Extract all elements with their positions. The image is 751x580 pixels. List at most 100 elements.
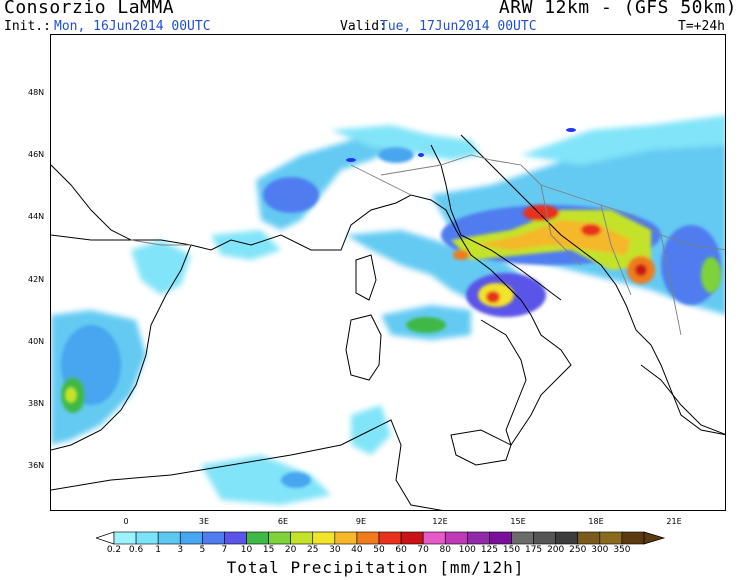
legend-swatch — [422, 531, 446, 545]
legend-tick-label: 40 — [351, 545, 363, 555]
coast-sicily — [450, 429, 512, 466]
lon-label-18e: 18E — [588, 517, 604, 526]
legend-swatch — [179, 531, 203, 545]
legend-tick-label: 250 — [569, 545, 587, 555]
precip-core-balkans-east — [701, 257, 721, 293]
precipitation-color-legend — [96, 531, 666, 545]
chart-title-left: Consorzio LaMMA — [4, 0, 175, 18]
legend-tick-label: 5 — [199, 545, 206, 555]
legend-tick-label: 1 — [155, 545, 162, 555]
coast-sardinia — [345, 314, 382, 381]
legend-swatch — [378, 531, 402, 545]
coast-france-atlantic — [51, 164, 192, 246]
lat-label-48n: 48N — [28, 88, 45, 97]
legend-tick-label: 20 — [284, 545, 297, 555]
precip-core-adriatic — [581, 224, 601, 236]
precip-core-iberia — [65, 387, 77, 403]
legend-swatch — [224, 531, 247, 545]
border-italy-north — [380, 154, 492, 176]
legend-swatch — [312, 531, 336, 545]
lon-label-9e: 9E — [355, 517, 367, 526]
lat-label-38n: 38N — [28, 399, 45, 408]
precip-cell-france — [263, 177, 319, 213]
border-france-switzerland — [350, 164, 412, 196]
lat-label-36n: 36N — [28, 461, 45, 470]
legend-swatch — [599, 531, 623, 545]
legend-swatch — [268, 531, 291, 545]
lake-balaton — [566, 128, 576, 132]
map-canvas — [51, 115, 725, 510]
legend-swatch — [489, 531, 512, 545]
legend-tick-label: 15 — [262, 545, 275, 555]
precip-area-alps — [331, 125, 481, 160]
legend-swatch — [135, 531, 159, 545]
legend-tick-label: 70 — [417, 545, 429, 555]
legend-tick-label: 25 — [307, 545, 319, 555]
legend-swatch — [621, 531, 645, 545]
lat-label-42n: 42N — [28, 275, 45, 284]
coast-adriatic-east — [460, 134, 725, 436]
legend-tick-label: 100 — [458, 545, 476, 555]
legend-tick-label: 300 — [591, 545, 609, 555]
precip-cell-africa — [281, 472, 311, 488]
precip-core-abruzzo — [453, 250, 469, 260]
lon-label-0: 0 — [123, 517, 129, 526]
border-balkans-inner — [540, 184, 682, 336]
init-label: Init.: — [4, 19, 51, 34]
precip-cell-sardinia-sea — [406, 317, 446, 333]
legend-arrow-low — [96, 531, 115, 545]
precip-core-italy-red — [486, 291, 500, 303]
legend-swatch — [356, 531, 380, 545]
legend-tick-label: 80 — [439, 545, 451, 555]
precipitation-map — [50, 34, 726, 511]
precip-cell-alps — [378, 147, 414, 163]
forecast-step: T=+24h — [678, 19, 725, 34]
legend-tick-label: 150 — [502, 545, 521, 555]
legend-swatch — [467, 531, 490, 545]
legend-tick-label: 0.6 — [128, 545, 144, 555]
borders — [130, 154, 725, 336]
coast-iberia — [51, 194, 572, 447]
legend-tick-label: 175 — [524, 545, 543, 555]
legend-tick-label: 3 — [177, 545, 184, 555]
lakes — [346, 128, 576, 162]
precip-heavy-layer — [65, 205, 721, 403]
legend-swatch — [555, 531, 579, 545]
legend-tick-label: 200 — [547, 545, 565, 555]
valid-label: Valid: — [340, 19, 387, 34]
precip-core-montenegro-inner — [635, 264, 647, 276]
precip-core-dalmatia — [523, 205, 559, 221]
legend-swatch — [290, 531, 314, 545]
lon-label-21e: 21E — [666, 517, 682, 526]
precip-area-balkans-north — [521, 115, 725, 165]
valid-time: Tue, 17Jun2014 00UTC — [380, 19, 537, 34]
legend-swatch — [511, 531, 534, 545]
legend-swatch — [400, 531, 424, 545]
init-time: Mon, 16Jun2014 00UTC — [54, 19, 211, 34]
border-spain-france — [130, 239, 191, 246]
lake-garda — [418, 153, 424, 157]
lon-label-12e: 12E — [432, 517, 448, 526]
lat-label-40n: 40N — [28, 337, 45, 346]
legend-swatch — [334, 531, 358, 545]
coast-corsica — [355, 254, 377, 301]
legend-swatch — [202, 531, 225, 545]
legend-swatch — [157, 531, 181, 545]
legend-swatch — [577, 531, 601, 545]
legend-arrow-high — [643, 531, 666, 545]
lat-label-44n: 44N — [28, 212, 45, 221]
legend-swatch — [113, 531, 137, 545]
coast-adriatic-west — [430, 144, 562, 301]
legend-tick-label: 10 — [240, 545, 253, 555]
legend-tick-label: 7 — [221, 545, 228, 555]
coast-greece — [640, 364, 725, 435]
precip-area-iberia-north — [131, 240, 191, 295]
lon-label-3e: 3E — [198, 517, 210, 526]
legend-tick-label: 125 — [480, 545, 498, 555]
precip-area-africa — [201, 455, 331, 505]
coastlines — [51, 134, 725, 510]
coast-north-africa — [51, 419, 443, 510]
lon-label-15e: 15E — [510, 517, 526, 526]
lon-label-6e: 6E — [277, 517, 289, 526]
legend-title: Total Precipitation [mm/12h] — [226, 558, 525, 577]
